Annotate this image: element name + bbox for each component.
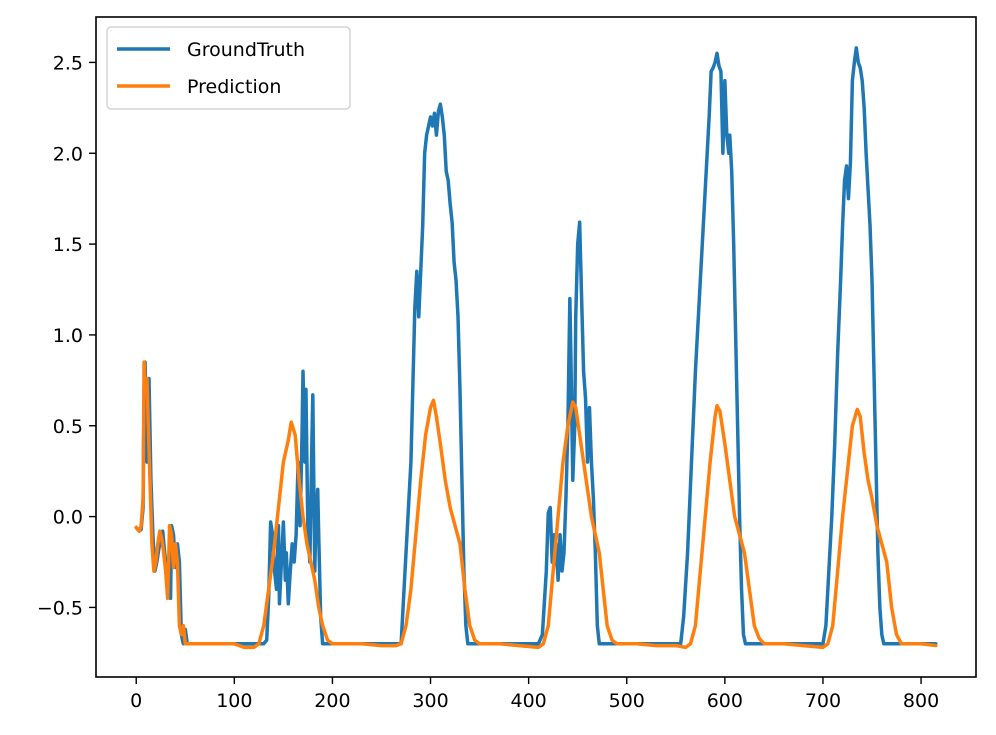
x-tick-label: 0: [130, 690, 142, 712]
y-tick-label: 1.5: [53, 234, 83, 256]
y-tick-label: 2.0: [53, 143, 83, 165]
x-tick-label: 500: [609, 690, 645, 712]
y-tick-label: −0.5: [37, 597, 83, 619]
axes-layer: 0 100 200 300 400 500 600 700 800 −0.5 0.0 0.5 1.0 1.…: [37, 52, 939, 712]
x-tick-label: 600: [707, 690, 743, 712]
series-line-prediction: [134, 360, 938, 650]
x-tick-label: 200: [314, 690, 350, 712]
legend-label-groundtruth: GroundTruth: [187, 39, 305, 61]
y-tick-label: 0.0: [53, 507, 83, 529]
axes-frame: [95, 16, 977, 678]
x-tick-label: 700: [805, 690, 841, 712]
plot-area: [96, 17, 976, 677]
x-tick-label: 300: [412, 690, 448, 712]
legend: GroundTruth Prediction: [106, 26, 351, 110]
y-tick-label: 0.5: [53, 416, 83, 438]
legend-label-prediction: Prediction: [187, 76, 281, 98]
x-tick-label: 400: [511, 690, 547, 712]
y-tick-label: 2.5: [53, 52, 83, 74]
y-tick-label: 1.0: [53, 325, 83, 347]
series-layer: [134, 46, 938, 650]
x-tick-label: 100: [216, 690, 252, 712]
x-tick-label: 800: [903, 690, 939, 712]
